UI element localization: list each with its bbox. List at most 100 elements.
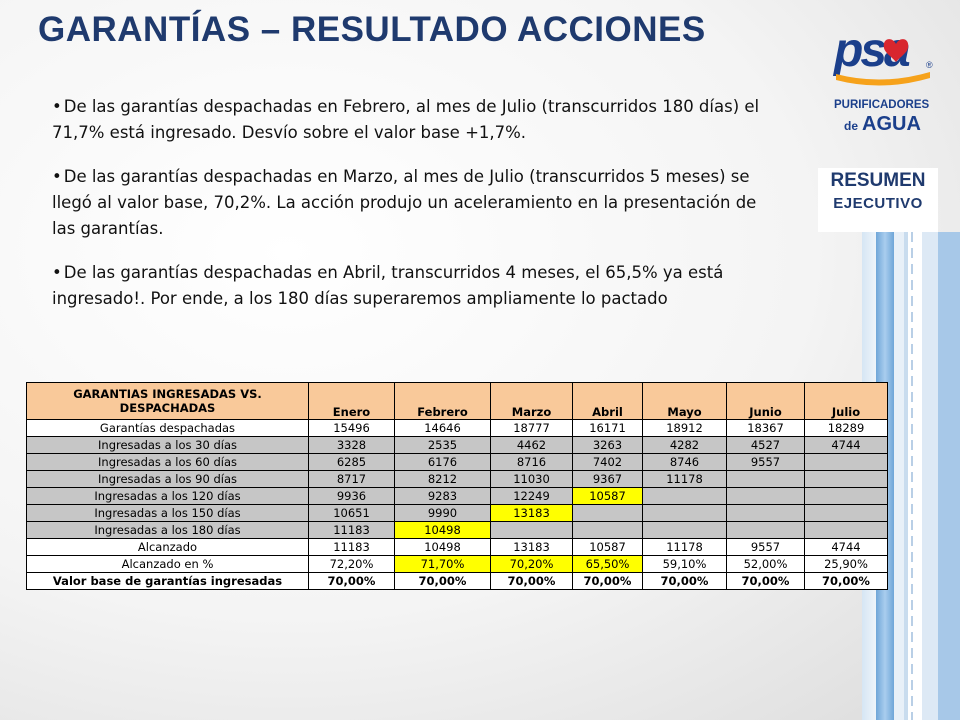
table-cell <box>726 487 805 505</box>
table-cell <box>804 487 888 505</box>
table-cell: 11183 <box>308 538 395 556</box>
row-label: Garantías despachadas <box>26 419 309 437</box>
table-cell: 4744 <box>804 538 888 556</box>
table-cell-highlighted: 10498 <box>394 521 491 539</box>
table-cell: 70,00% <box>726 572 805 590</box>
table-cell: 11030 <box>490 470 573 488</box>
table-cell: 9990 <box>394 504 491 522</box>
table-cell: 16171 <box>572 419 643 437</box>
table-cell-highlighted: 13183 <box>490 504 573 522</box>
table-row: Ingresadas a los 90 días 8717 8212 11030… <box>26 470 888 488</box>
table-cell: 13183 <box>490 538 573 556</box>
table-cell: 9936 <box>308 487 395 505</box>
bullet-text: De las garantías despachadas en Febrero,… <box>52 97 760 142</box>
table-cell: 59,10% <box>642 555 727 573</box>
section-label-line2: EJECUTIVO <box>833 195 923 212</box>
table-cell <box>726 521 805 539</box>
column-header: Mayo <box>642 382 727 420</box>
logo-swoosh <box>836 72 930 86</box>
bullet-text: De las garantías despachadas en Marzo, a… <box>52 167 757 238</box>
logo-line2-prefix: de <box>844 119 858 133</box>
table-cell: 70,00% <box>308 572 395 590</box>
logo-line1: PURIFICADORES <box>834 99 930 111</box>
table-cell: 3328 <box>308 436 395 454</box>
table-cell: 11178 <box>642 538 727 556</box>
table-cell: 6285 <box>308 453 395 471</box>
section-label-line1: RESUMEN <box>830 170 926 191</box>
table-cell: 18289 <box>804 419 888 437</box>
table-cell: 2535 <box>394 436 491 454</box>
bullet-item: • De las garantías despachadas en Abril, … <box>52 260 772 312</box>
table-cell <box>642 487 727 505</box>
table-cell: 8212 <box>394 470 491 488</box>
table-row: Valor base de garantías ingresadas 70,00… <box>26 572 888 590</box>
bullet-marker: • <box>52 263 62 282</box>
bullet-text: De las garantías despachadas en Abril, t… <box>52 263 724 308</box>
row-label: Ingresadas a los 30 días <box>26 436 309 454</box>
table-cell: 11183 <box>308 521 395 539</box>
logo-line2: AGUA <box>862 113 921 135</box>
bullet-marker: • <box>52 167 62 186</box>
table-cell: 4744 <box>804 436 888 454</box>
table-cell: 3263 <box>572 436 643 454</box>
table-cell-highlighted: 10587 <box>572 487 643 505</box>
table-cell: 18367 <box>726 419 805 437</box>
table-cell: 72,20% <box>308 555 395 573</box>
table-row: Ingresadas a los 30 días 3328 2535 4462 … <box>26 436 888 454</box>
column-header: Febrero <box>394 382 491 420</box>
table-header-row: GARANTIAS INGRESADAS VS. DESPACHADAS Ene… <box>26 382 888 420</box>
row-label: Alcanzado <box>26 538 309 556</box>
table-cell <box>726 504 805 522</box>
column-header: Abril <box>572 382 643 420</box>
row-label: Ingresadas a los 150 días <box>26 504 309 522</box>
table-cell <box>804 470 888 488</box>
row-label: Ingresadas a los 90 días <box>26 470 309 488</box>
table-cell: 10498 <box>394 538 491 556</box>
row-label: Alcanzado en % <box>26 555 309 573</box>
table-cell: 8746 <box>642 453 727 471</box>
table-cell: 9283 <box>394 487 491 505</box>
table-cell: 18912 <box>642 419 727 437</box>
column-header: Julio <box>804 382 888 420</box>
table-cell <box>804 521 888 539</box>
row-label: Ingresadas a los 120 días <box>26 487 309 505</box>
logo-registered: ® <box>926 60 933 70</box>
table-cell <box>572 521 643 539</box>
table-cell: 12249 <box>490 487 573 505</box>
table-cell: 70,00% <box>642 572 727 590</box>
table-cell: 4527 <box>726 436 805 454</box>
row-label: Ingresadas a los 180 días <box>26 521 309 539</box>
table-cell: 52,00% <box>726 555 805 573</box>
table-row: Alcanzado 11183 10498 13183 10587 11178 … <box>26 538 888 556</box>
garantias-table: GARANTIAS INGRESADAS VS. DESPACHADAS Ene… <box>26 382 888 590</box>
table-cell: 9557 <box>726 538 805 556</box>
table-cell-highlighted: 71,70% <box>394 555 491 573</box>
column-header: Marzo <box>490 382 573 420</box>
table-row: Ingresadas a los 180 días 11183 10498 <box>26 521 888 539</box>
table-row: Alcanzado en % 72,20% 71,70% 70,20% 65,5… <box>26 555 888 573</box>
table-cell <box>642 521 727 539</box>
table-cell: 8717 <box>308 470 395 488</box>
table-row: Garantías despachadas 15496 14646 18777 … <box>26 419 888 437</box>
table-cell: 70,00% <box>572 572 643 590</box>
table-cell <box>642 504 727 522</box>
table-cell: 14646 <box>394 419 491 437</box>
section-label: RESUMEN EJECUTIVO <box>818 168 938 232</box>
table-cell: 70,00% <box>804 572 888 590</box>
table-corner-header: GARANTIAS INGRESADAS VS. DESPACHADAS <box>26 382 309 420</box>
bullet-item: • De las garantías despachadas en Febrero… <box>52 94 772 146</box>
table-cell: 18777 <box>490 419 573 437</box>
table-cell: 9557 <box>726 453 805 471</box>
bullet-marker: • <box>52 97 62 116</box>
row-label: Valor base de garantías ingresadas <box>26 572 309 590</box>
table-row: Ingresadas a los 150 días 10651 9990 131… <box>26 504 888 522</box>
psa-logo: psa ® PURIFICADORES de AGUA <box>832 24 933 135</box>
table-cell: 4282 <box>642 436 727 454</box>
table-cell: 4462 <box>490 436 573 454</box>
table-cell: 10587 <box>572 538 643 556</box>
heart-icon <box>883 39 909 62</box>
table-cell <box>490 521 573 539</box>
table-cell: 70,00% <box>490 572 573 590</box>
bullet-list: • De las garantías despachadas en Febrero… <box>52 94 772 330</box>
table-row: Ingresadas a los 120 días 9936 9283 1224… <box>26 487 888 505</box>
